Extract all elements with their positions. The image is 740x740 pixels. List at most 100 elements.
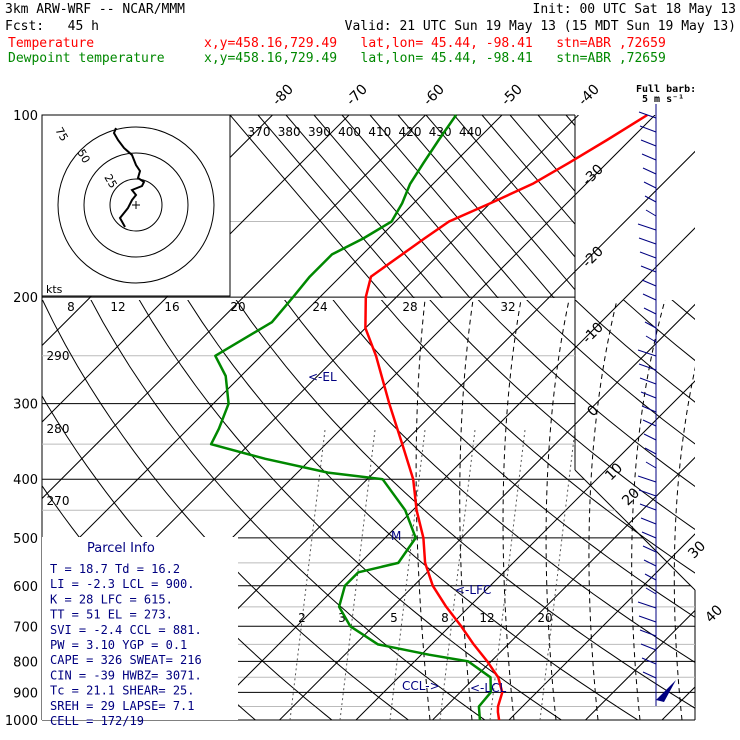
theta-line [369,115,527,298]
mixing-ratio-label: 12 [479,611,494,625]
pressure-tick-label: 400 [13,473,38,488]
sounding-annotation: <-LCL [470,681,506,695]
dry-adiabat [90,300,486,720]
isotherm [42,115,426,500]
frame-right-diag [574,469,696,591]
isotherm-label: 30 [685,538,709,562]
moist-adiabat [631,300,666,720]
wind-barb [641,657,657,665]
mixing-ratio-label: 5 [390,611,398,625]
isotherm-label: -60 [420,81,447,108]
wind-barb [645,461,657,469]
wind-barb [640,265,657,273]
isotherm-label: -40 [575,81,602,108]
dewpoint-profile [209,114,493,721]
dry-adiabat [284,300,695,663]
theta-line [230,115,387,298]
moist-adiabats [415,300,695,720]
dewpoint-location: x,y=458.16,729.49 lat,lon= 45.44, -98.41… [204,51,666,66]
wind-barb [640,391,657,399]
mixing-ratio-label: 12 [110,300,125,314]
parcel-row: CIN = -39 HWBZ= 3071. [50,668,202,682]
theta-label: 440 [459,125,482,139]
dry-adiabat [526,300,695,445]
mixing-ratio-label: 8 [441,611,449,625]
profile-layer: <-EL <-LFC CCL-> <-LCL M [209,113,648,721]
isotherm [202,227,695,720]
parcel-row: CELL = 172/19 [50,714,144,728]
valid-time: Valid: 21 UTC Sun 19 May 13 (15 MDT Sun … [344,19,736,34]
pressure-tick-label: 700 [13,620,38,635]
moist-adiabat [545,300,570,720]
pressure-tick-label: 600 [13,580,38,595]
isotherm-label: 0 [584,402,602,420]
pressure-tick-label: 300 [13,398,38,413]
hodograph-ring-label: 25 [101,172,119,191]
wind-barb [640,643,657,651]
wind-barb [637,475,657,483]
wind-barb [641,279,657,287]
moist-adiabat [588,300,618,720]
hodograph-trace [112,127,146,228]
wind-barb [643,181,657,189]
theta-lines-upper [230,115,575,298]
isotherm-label: -30 [579,161,606,188]
theta-line [481,115,575,225]
wind-barb [645,209,657,217]
theta-line [313,115,471,298]
pressure-tick-label: 200 [13,291,38,306]
mixing-ratio-label: 8 [67,300,75,314]
parcel-row: TT = 51 EL = 273. [50,608,173,622]
mixing-ratio-label: 2 [298,611,306,625]
dry-adiabat [332,300,695,618]
moist-adiabat [502,300,522,720]
isotherm-label: -20 [579,243,606,270]
wind-barb [637,349,657,357]
parcel-row: CAPE = 326 SWEAT= 216 [50,653,202,667]
hodograph-ring-label: 50 [74,147,92,166]
parcel-row: LI = -2.3 LCL = 900. [50,577,195,591]
isohume [539,429,576,720]
dry-adiabat [235,300,695,709]
wind-barb [639,251,657,259]
init-time: Init: 00 UTC Sat 18 May 13 [532,2,737,17]
theta-label: 420 [399,125,422,139]
hodograph-ring-label: 75 [52,125,70,144]
pressure-tick-label: 100 [13,109,38,124]
dry-adiabat [717,297,740,720]
isotherm [585,609,695,720]
pressure-tick-label: 800 [13,655,38,670]
wind-barb [644,447,657,455]
dry-adiabat [187,300,639,720]
theta-line [537,115,575,160]
theta-line [509,115,575,193]
theta-side-label: 290 [47,349,70,363]
isohume [389,429,426,720]
isotherm-label: -80 [269,81,296,108]
isotherm-label: -10 [579,319,606,346]
wind-barb [638,111,657,119]
theta-line [397,115,555,298]
isotherm [508,533,695,720]
mixing-ratio-label: 3 [338,611,346,625]
wind-barb [641,405,657,413]
theta-label: 370 [248,125,271,139]
wind-barb [644,573,657,581]
mixing-ratio-label: 16 [164,300,179,314]
parcel-info-box: Parcel Info T = 18.7 Td = 16.2LI = -2.3 L… [42,537,238,728]
pressure-tick-label: 1000 [5,714,38,729]
model-title: 3km ARW-WRF -- NCAR/MMM [5,2,186,17]
parcel-box [42,537,238,720]
wind-barb [642,167,657,175]
wind-barb [640,139,657,147]
dry-adiabat [138,300,562,720]
theta-label: 390 [308,125,331,139]
theta-side-label: 270 [47,494,70,508]
temperature-profile [364,113,648,721]
theta-line [257,115,415,298]
theta-line [341,115,499,298]
hodograph-ring [83,152,189,258]
sounding-annotation: CCL-> [402,679,440,693]
